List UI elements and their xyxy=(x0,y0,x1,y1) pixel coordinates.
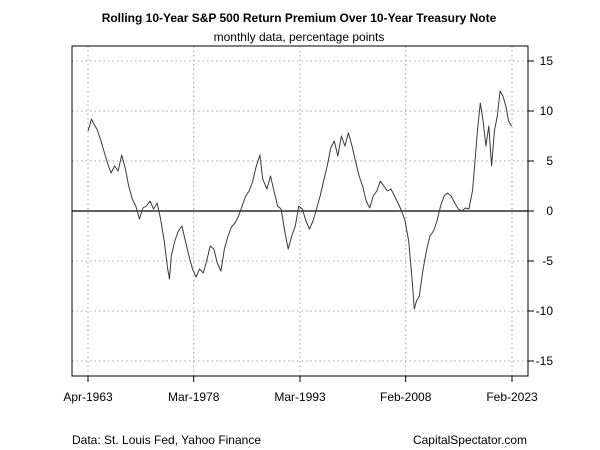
x-tick-label: Feb-2023 xyxy=(486,390,538,404)
y-tick-label: -10 xyxy=(536,304,554,318)
chart-title: Rolling 10-Year S&P 500 Return Premium O… xyxy=(102,11,497,25)
x-tick-label: Mar-1978 xyxy=(168,390,220,404)
x-tick-label: Feb-2008 xyxy=(380,390,432,404)
y-tick-label: 0 xyxy=(546,204,553,218)
y-tick-label: 10 xyxy=(540,104,554,118)
x-tick-label: Mar-1993 xyxy=(274,390,326,404)
y-tick-label: -15 xyxy=(536,354,554,368)
series-line xyxy=(87,90,513,310)
chart-subtitle: monthly data, percentage points xyxy=(214,30,385,44)
y-tick-label: -5 xyxy=(542,254,553,268)
y-tick-label: 15 xyxy=(540,54,554,68)
credit-note: CapitalSpectator.com xyxy=(413,433,527,447)
x-tick-label: Apr-1963 xyxy=(63,390,113,404)
source-note: Data: St. Louis Fed, Yahoo Finance xyxy=(72,433,261,447)
y-tick-label: 5 xyxy=(546,154,553,168)
x-axis: Apr-1963 Mar-1978 Mar-1993 Feb-2008 Feb-2023 xyxy=(63,376,538,404)
y-axis: -15 -10 -5 0 5 10 15 xyxy=(528,54,553,368)
grid xyxy=(72,46,528,376)
